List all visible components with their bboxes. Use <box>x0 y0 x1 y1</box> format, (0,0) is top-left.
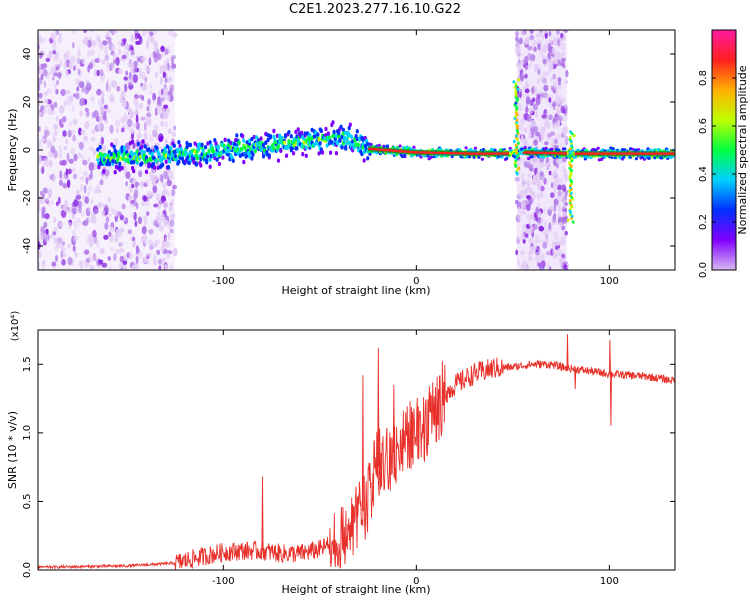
spectrogram-y-label: Frequency (Hz) <box>6 109 19 192</box>
spectrogram-x-tick-label: 0 <box>413 276 419 287</box>
colorbar-tick-label: 0.2 <box>698 214 709 230</box>
spectrogram-y-tick-label: -40 <box>22 238 33 254</box>
spectrogram-y-tick-label: 0 <box>22 147 33 153</box>
colorbar: 0.0 0.2 0.4 0.6 0.8 Normalized spectral ampl… <box>698 29 749 278</box>
spectrogram-x-tick-label: 100 <box>600 276 619 287</box>
spectrogram-x-label: Height of straight line (km) <box>281 284 430 297</box>
spectrogram-panel: -100 0 100 -40 -20 0 20 40 Height of straight l… <box>6 29 676 297</box>
snr-x-tick-label: -100 <box>212 576 235 587</box>
colorbar-tick-label: 0.8 <box>698 70 709 86</box>
snr-y-tick-label: 0.0 <box>22 562 33 578</box>
snr-y-tick-label: 1.0 <box>22 425 33 441</box>
snr-y-multiplier: (x10⁴) <box>10 311 21 342</box>
snr-x-tick-label: 0 <box>413 576 419 587</box>
snr-y-tick-label: 0.5 <box>22 493 33 509</box>
colorbar-label: Normalized spectral amplitude <box>736 65 749 234</box>
spectrogram-x-tick-label: -100 <box>212 276 235 287</box>
snr-y-label: SNR (10 * v/v) <box>6 411 19 489</box>
figure-title: C2E1.2023.277.16.10.G22 <box>288 2 462 17</box>
spectrogram-y-tick-label: 40 <box>22 48 33 61</box>
snr-x-tick-label: 100 <box>600 576 619 587</box>
snr-panel: -100 0 100 0.0 0.5 1.0 1.5 Height of straight … <box>6 311 676 596</box>
snr-y-tick-label: 1.5 <box>22 356 33 372</box>
snr-series-line <box>38 334 675 570</box>
snr-x-label: Height of straight line (km) <box>281 583 430 596</box>
colorbar-gradient <box>712 30 736 270</box>
spectrogram-y-tick-label: 20 <box>22 96 33 109</box>
colorbar-tick-label: 0.6 <box>698 118 709 134</box>
spectrogram-heatmap <box>38 30 675 270</box>
spectrogram-y-tick-label: -20 <box>22 190 33 206</box>
snr-frame <box>37 329 676 571</box>
colorbar-tick-label: 0.0 <box>698 262 709 278</box>
colorbar-frame <box>711 29 737 271</box>
colorbar-tick-label: 0.4 <box>698 166 709 182</box>
